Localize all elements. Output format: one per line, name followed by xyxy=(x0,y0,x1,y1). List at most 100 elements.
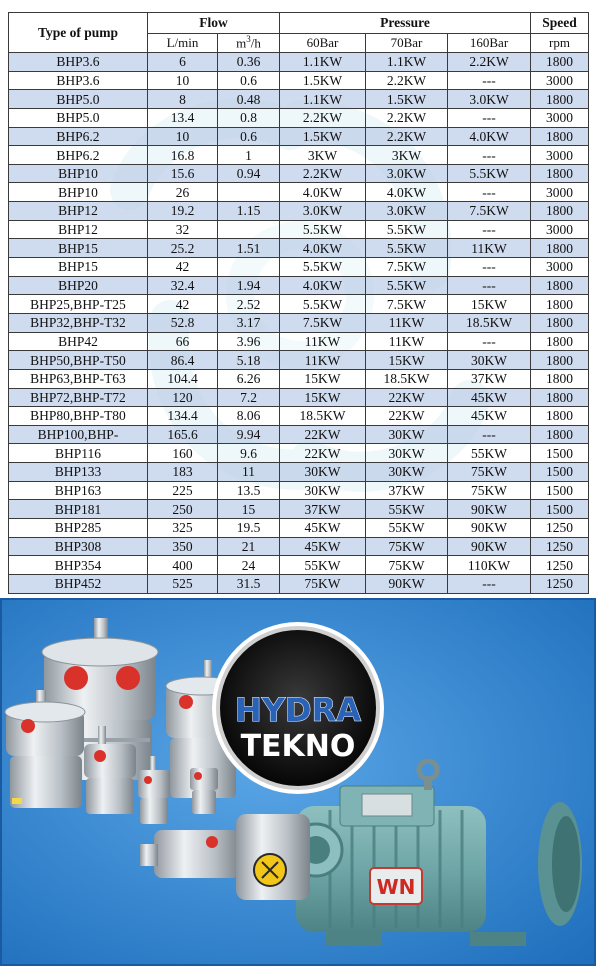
cell-m3h: 9.6 xyxy=(217,443,280,464)
cell-type: BHP3.6 xyxy=(8,52,148,72)
cell-p60bar: 1.5KW xyxy=(279,126,366,147)
cell-m3h: 0.48 xyxy=(217,89,280,109)
cell-rpm: 1800 xyxy=(530,89,590,109)
table-row: BHP12 19.2 1.15 3.0KW 3.0KW 7.5KW 1800 xyxy=(8,201,590,221)
cell-p160bar: 110KW xyxy=(446,555,532,575)
cell-p60bar: 18.5KW xyxy=(279,406,366,426)
motor-badge-text: WN xyxy=(377,875,416,899)
table-row: BHP100,BHP- 165.6 9.94 22KW 30KW --- 1800 xyxy=(8,424,590,445)
cell-p60bar: 55KW xyxy=(279,555,366,575)
cell-rpm: 1800 xyxy=(530,331,590,352)
cell-type: BHP10 xyxy=(8,163,148,184)
cell-p70bar: 75KW xyxy=(365,555,448,575)
cell-m3h: 0.36 xyxy=(217,52,280,72)
cell-type: BHP5.0 xyxy=(8,89,148,109)
cell-lmin: 160 xyxy=(147,443,218,464)
cell-lmin: 25.2 xyxy=(147,238,218,259)
cell-p60bar: 5.5KW xyxy=(279,257,366,277)
cell-type: BHP308 xyxy=(8,536,148,557)
cell-p70bar: 1.1KW xyxy=(365,52,448,72)
table-row: BHP181 250 15 37KW 55KW 90KW 1500 xyxy=(8,499,590,520)
cell-p70bar: 75KW xyxy=(365,536,448,557)
cell-m3h: 13.5 xyxy=(217,480,280,501)
cell-m3h: 31.5 xyxy=(217,573,280,594)
cell-type: BHP20 xyxy=(8,275,148,296)
cell-m3h: 19.5 xyxy=(217,518,280,538)
pump-mounted xyxy=(140,814,310,900)
cell-lmin: 42 xyxy=(147,257,218,277)
cell-type: BHP80,BHP-T80 xyxy=(8,406,148,426)
cell-p160bar: 5.5KW xyxy=(446,163,532,184)
hydra-tekno-logo: HYDRA HYDRA TEKNO xyxy=(212,622,384,794)
cell-rpm: 1250 xyxy=(530,555,590,575)
cell-m3h: 1.51 xyxy=(217,238,280,259)
cell-m3h: 24 xyxy=(217,555,280,575)
cell-m3h: 5.18 xyxy=(217,350,280,370)
table-row: BHP42 66 3.96 11KW 11KW --- 1800 xyxy=(8,331,590,352)
cell-lmin: 250 xyxy=(147,499,218,520)
table-row: BHP163 225 13.5 30KW 37KW 75KW 1500 xyxy=(8,480,590,501)
cell-rpm: 1800 xyxy=(530,52,590,72)
cell-p160bar: --- xyxy=(446,70,532,91)
cell-p160bar: 3.0KW xyxy=(446,89,532,109)
header-flow: Flow xyxy=(147,12,280,34)
cell-lmin: 19.2 xyxy=(147,201,218,221)
cell-p70bar: 55KW xyxy=(365,499,448,520)
cell-type: BHP25,BHP-T25 xyxy=(8,294,148,314)
cell-type: BHP100,BHP- xyxy=(8,424,148,445)
cell-p60bar: 4.0KW xyxy=(279,238,366,259)
cell-p160bar: 15KW xyxy=(446,294,532,314)
cell-m3h xyxy=(217,257,280,277)
cell-type: BHP15 xyxy=(8,238,148,259)
cell-p60bar: 4.0KW xyxy=(279,275,366,296)
cell-p70bar: 4.0KW xyxy=(365,182,448,203)
cell-p70bar: 37KW xyxy=(365,480,448,501)
cell-p60bar: 3.0KW xyxy=(279,201,366,221)
table-row: BHP10 26 4.0KW 4.0KW --- 3000 xyxy=(8,182,590,203)
cell-type: BHP163 xyxy=(8,480,148,501)
cell-p60bar: 11KW xyxy=(279,350,366,370)
cell-lmin: 183 xyxy=(147,462,218,482)
cell-p60bar: 1.1KW xyxy=(279,89,366,109)
header-speed: Speed xyxy=(530,12,590,34)
cell-m3h: 7.2 xyxy=(217,387,280,408)
motor-badge-plate xyxy=(369,867,423,905)
cell-rpm: 1800 xyxy=(530,201,590,221)
cell-type: BHP181 xyxy=(8,499,148,520)
cell-rpm: 1250 xyxy=(530,536,590,557)
cell-p160bar: 90KW xyxy=(446,518,532,538)
pump-port-icon xyxy=(64,666,88,690)
cell-type: BHP6.2 xyxy=(8,145,148,165)
cell-rpm: 3000 xyxy=(530,107,590,128)
cell-p60bar: 5.5KW xyxy=(279,294,366,314)
cell-rpm: 1500 xyxy=(530,462,590,482)
table-row: BHP5.0 8 0.48 1.1KW 1.5KW 3.0KW 1800 xyxy=(8,89,590,109)
cell-p60bar: 1.1KW xyxy=(279,52,366,72)
table-row: BHP12 32 5.5KW 5.5KW --- 3000 xyxy=(8,219,590,240)
cell-lmin: 32.4 xyxy=(147,275,218,296)
cell-p160bar: 4.0KW xyxy=(446,126,532,147)
cell-type: BHP5.0 xyxy=(8,107,148,128)
cell-m3h: 0.8 xyxy=(217,107,280,128)
cell-type: BHP133 xyxy=(8,462,148,482)
cell-rpm: 1500 xyxy=(530,480,590,501)
cell-p160bar: 55KW xyxy=(446,443,532,464)
cell-rpm: 1800 xyxy=(530,275,590,296)
cell-lmin: 10 xyxy=(147,70,218,91)
cell-p60bar: 45KW xyxy=(279,536,366,557)
cell-p70bar: 1.5KW xyxy=(365,89,448,109)
pump-left xyxy=(4,690,86,808)
cell-p60bar: 11KW xyxy=(279,331,366,352)
cell-p60bar: 30KW xyxy=(279,462,366,482)
cell-m3h: 15 xyxy=(217,499,280,520)
cell-p70bar: 7.5KW xyxy=(365,257,448,277)
cell-rpm: 1800 xyxy=(530,294,590,314)
cell-p160bar: --- xyxy=(446,257,532,277)
cell-p70bar: 5.5KW xyxy=(365,275,448,296)
cell-type: BHP15 xyxy=(8,257,148,277)
table-row: BHP10 15.6 0.94 2.2KW 3.0KW 5.5KW 1800 xyxy=(8,163,590,184)
cell-rpm: 1800 xyxy=(530,387,590,408)
electric-motor: WN xyxy=(288,758,582,946)
cell-rpm: 3000 xyxy=(530,257,590,277)
cell-lmin: 52.8 xyxy=(147,312,218,333)
